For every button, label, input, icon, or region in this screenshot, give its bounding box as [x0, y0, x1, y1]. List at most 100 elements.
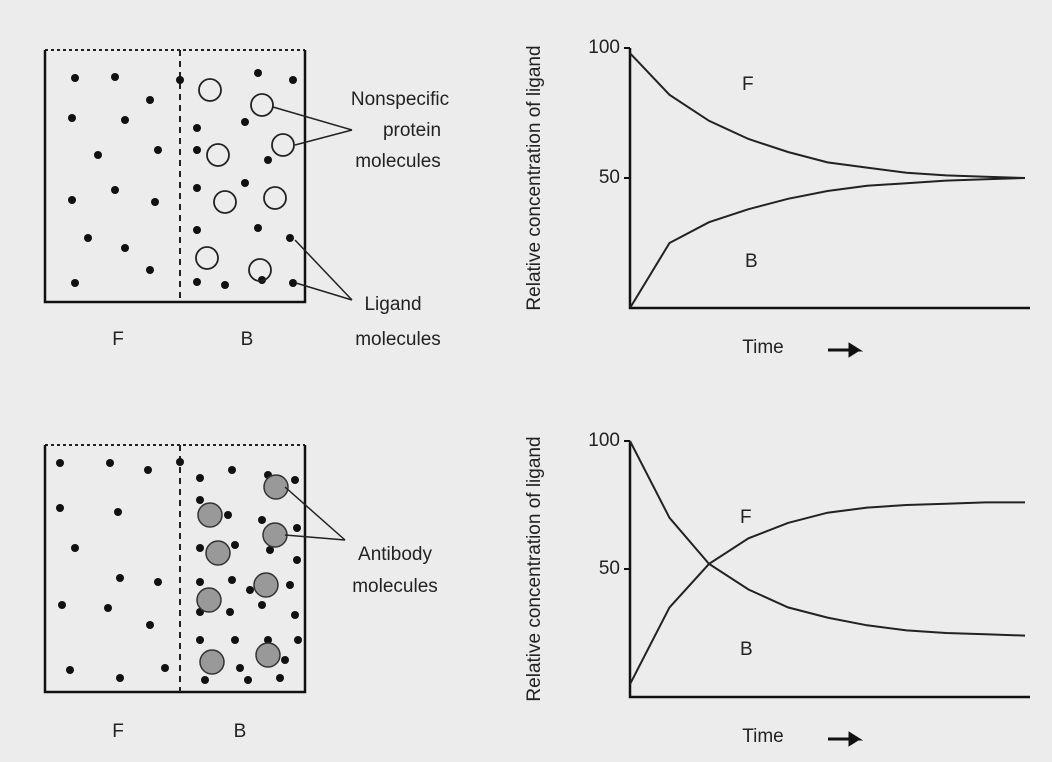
- ligand-dot: [154, 146, 162, 154]
- y-tick-label: 50: [599, 558, 620, 579]
- ligand-dot: [196, 578, 204, 586]
- ligand-dot: [193, 278, 201, 286]
- ligand-dot: [71, 544, 79, 552]
- ligand-dot: [291, 476, 299, 484]
- ligand-dot: [111, 73, 119, 81]
- protein-circle: [206, 143, 230, 167]
- axis: [628, 441, 1030, 699]
- ligand-dot: [224, 511, 232, 519]
- ligand-dot: [68, 114, 76, 122]
- antibody: [196, 587, 222, 613]
- ligand-dot: [236, 664, 244, 672]
- ligand-dot: [146, 621, 154, 629]
- protein-circle: [198, 78, 222, 102]
- y-tick-label: 100: [588, 37, 620, 58]
- ligand-dot: [144, 466, 152, 474]
- callout: Antibody: [358, 544, 432, 565]
- antibody: [199, 649, 225, 675]
- series-label: B: [740, 639, 753, 660]
- x-axis-label: Time: [742, 337, 784, 358]
- ligand-dot: [56, 504, 64, 512]
- ligand-dot: [154, 578, 162, 586]
- ligand-dot: [264, 636, 272, 644]
- x-axis-label: Time: [742, 726, 784, 747]
- ligand-dot: [286, 234, 294, 242]
- axis: [628, 48, 1030, 310]
- ligand-dot: [276, 674, 284, 682]
- ligand-dot: [264, 156, 272, 164]
- ligand-dot: [196, 636, 204, 644]
- ligand-dot: [196, 544, 204, 552]
- ligand-dot: [161, 664, 169, 672]
- ligand-dot: [201, 676, 209, 684]
- ligand-dot: [193, 226, 201, 234]
- ligand-dot: [94, 151, 102, 159]
- ligand-dot: [176, 458, 184, 466]
- callout: molecules: [355, 329, 441, 350]
- ligand-dot: [289, 76, 297, 84]
- ligand-dot: [294, 636, 302, 644]
- ligand-dot: [221, 281, 229, 289]
- ligand-dot: [228, 576, 236, 584]
- ligand-dot: [121, 116, 129, 124]
- callout: Ligand: [364, 294, 421, 315]
- ligand-dot: [114, 508, 122, 516]
- ligand-dot: [289, 279, 297, 287]
- curve: [629, 440, 1026, 637]
- series-label: F: [740, 507, 752, 528]
- ligand-dot: [116, 574, 124, 582]
- ligand-dot: [196, 474, 204, 482]
- protein-circle: [250, 93, 274, 117]
- protein-circle: [213, 190, 237, 214]
- ligand-dot: [291, 611, 299, 619]
- ligand-dot: [121, 244, 129, 252]
- ligand-dot: [151, 198, 159, 206]
- callout: molecules: [355, 151, 441, 172]
- pointer-lines: [272, 106, 353, 541]
- callout: protein: [383, 120, 441, 141]
- ligand-dot: [66, 666, 74, 674]
- curve: [629, 501, 1025, 685]
- protein-circle: [271, 133, 295, 157]
- ligand-dot: [196, 496, 204, 504]
- ligand-dot: [68, 196, 76, 204]
- ligand-dot: [226, 608, 234, 616]
- compartment-label: F: [112, 329, 124, 350]
- y-axis-label: Relative concentration of ligand: [524, 436, 545, 701]
- ligand-dot: [281, 656, 289, 664]
- ligand-dot: [244, 676, 252, 684]
- ligand-dot: [106, 459, 114, 467]
- ligand-dot: [146, 96, 154, 104]
- ligand-dot: [258, 516, 266, 524]
- ligand-dot: [286, 581, 294, 589]
- protein-circle: [263, 186, 287, 210]
- antibody: [255, 642, 281, 668]
- ligand-dot: [56, 459, 64, 467]
- ligand-dot: [176, 76, 184, 84]
- ligand-dot: [71, 279, 79, 287]
- arrow: [828, 731, 864, 747]
- line-chart: 50 100 Relative concentration of ligand Tim…: [524, 37, 1030, 358]
- y-axis-label: Relative concentration of ligand: [524, 45, 545, 310]
- ligand-dot: [254, 69, 262, 77]
- protein-circle: [248, 258, 272, 282]
- line-chart: 50 100 Relative concentration of ligand Tim…: [524, 430, 1030, 747]
- ligand-dot: [58, 601, 66, 609]
- compartment-label: B: [234, 721, 247, 742]
- callout: molecules: [352, 576, 438, 597]
- ligand-dot: [71, 74, 79, 82]
- y-tick-label: 100: [588, 430, 620, 451]
- compartment-label: F: [112, 721, 124, 742]
- box-bottom: [43, 444, 307, 694]
- ligand-dot: [146, 266, 154, 274]
- ligand-dot: [241, 118, 249, 126]
- ligand-dot: [241, 179, 249, 187]
- ligand-dot: [246, 586, 254, 594]
- ligand-dot: [293, 556, 301, 564]
- ligand-dot: [266, 546, 274, 554]
- callout: Nonspecific: [351, 89, 449, 110]
- curve: [629, 177, 1026, 309]
- antibody: [205, 540, 231, 566]
- ligand-dot: [293, 524, 301, 532]
